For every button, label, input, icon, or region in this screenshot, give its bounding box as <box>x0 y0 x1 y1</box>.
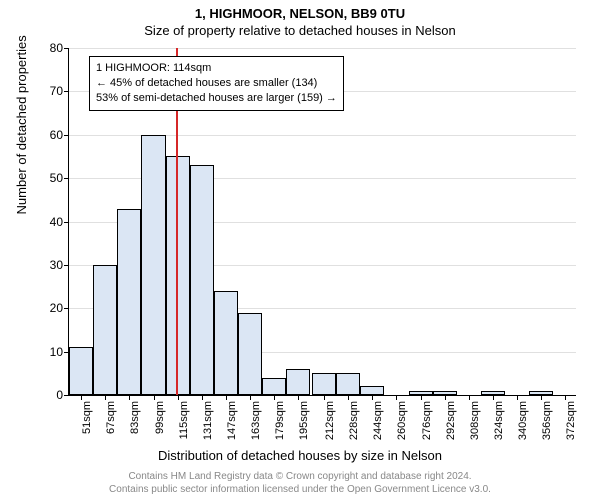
xtick-mark <box>396 395 397 400</box>
page-subtitle: Size of property relative to detached ho… <box>0 23 600 38</box>
xtick-label: 83sqm <box>129 401 141 434</box>
xtick-label: 195sqm <box>298 401 310 440</box>
y-axis-label: Number of detached properties <box>14 35 29 214</box>
ytick-label: 80 <box>50 41 63 55</box>
histogram-bar <box>190 165 214 395</box>
histogram-bar <box>360 386 384 395</box>
ytick-label: 20 <box>50 301 63 315</box>
xtick-label: 244sqm <box>372 401 384 440</box>
xtick-mark <box>81 395 82 400</box>
ytick-label: 0 <box>56 388 63 402</box>
ytick-mark <box>64 48 69 49</box>
xtick-label: 147sqm <box>226 401 238 440</box>
histogram-bar <box>286 369 310 395</box>
xtick-mark <box>541 395 542 400</box>
histogram-bar <box>117 209 141 396</box>
xtick-label: 131sqm <box>202 401 214 440</box>
xtick-mark <box>154 395 155 400</box>
x-axis-label: Distribution of detached houses by size … <box>0 448 600 463</box>
xtick-label: 115sqm <box>178 401 190 439</box>
footer: Contains HM Land Registry data © Crown c… <box>0 471 600 496</box>
xtick-label: 212sqm <box>324 401 336 440</box>
histogram-bar <box>214 291 238 395</box>
xtick-mark <box>348 395 349 400</box>
xtick-mark <box>298 395 299 400</box>
xtick-label: 276sqm <box>421 401 433 440</box>
ytick-mark <box>64 222 69 223</box>
xtick-mark <box>105 395 106 400</box>
ytick-mark <box>64 178 69 179</box>
histogram-bar <box>312 373 336 395</box>
histogram-bar <box>93 265 117 395</box>
xtick-mark <box>250 395 251 400</box>
xtick-mark <box>129 395 130 400</box>
xtick-label: 308sqm <box>469 401 481 440</box>
footer-line: Contains HM Land Registry data © Crown c… <box>0 471 600 484</box>
footer-line: Contains public sector information licen… <box>0 484 600 497</box>
xtick-label: 260sqm <box>396 401 408 440</box>
ytick-mark <box>64 265 69 266</box>
ytick-label: 40 <box>50 215 63 229</box>
xtick-mark <box>469 395 470 400</box>
histogram-bar <box>69 347 93 395</box>
xtick-mark <box>178 395 179 400</box>
ytick-mark <box>64 308 69 309</box>
xtick-label: 179sqm <box>274 401 286 440</box>
histogram-plot: 0102030405060708051sqm67sqm83sqm99sqm115… <box>68 48 576 396</box>
xtick-label: 99sqm <box>154 401 166 434</box>
ytick-mark <box>64 91 69 92</box>
annotation-box: 1 HIGHMOOR: 114sqm ← 45% of detached hou… <box>89 56 344 111</box>
histogram-bar <box>262 378 286 395</box>
xtick-mark <box>517 395 518 400</box>
histogram-bar <box>336 373 360 395</box>
ytick-mark <box>64 395 69 396</box>
xtick-label: 51sqm <box>81 401 93 434</box>
xtick-label: 228sqm <box>348 401 360 440</box>
annotation-line: 53% of semi-detached houses are larger (… <box>96 91 337 106</box>
histogram-bar <box>238 313 262 395</box>
xtick-mark <box>274 395 275 400</box>
gridline <box>69 48 576 49</box>
page-title: 1, HIGHMOOR, NELSON, BB9 0TU <box>0 6 600 21</box>
histogram-bar <box>141 135 165 395</box>
xtick-mark <box>202 395 203 400</box>
xtick-label: 292sqm <box>445 401 457 440</box>
xtick-mark <box>445 395 446 400</box>
xtick-label: 67sqm <box>105 401 117 434</box>
annotation-line: 1 HIGHMOOR: 114sqm <box>96 61 337 76</box>
xtick-label: 324sqm <box>493 401 505 440</box>
ytick-label: 10 <box>50 345 63 359</box>
xtick-mark <box>226 395 227 400</box>
xtick-label: 356sqm <box>541 401 553 440</box>
xtick-mark <box>372 395 373 400</box>
xtick-label: 372sqm <box>565 401 577 440</box>
xtick-mark <box>324 395 325 400</box>
annotation-line: ← 45% of detached houses are smaller (13… <box>96 76 337 91</box>
xtick-mark <box>421 395 422 400</box>
ytick-mark <box>64 135 69 136</box>
ytick-label: 50 <box>50 171 63 185</box>
xtick-label: 163sqm <box>250 401 262 440</box>
ytick-label: 70 <box>50 84 63 98</box>
xtick-mark <box>493 395 494 400</box>
title-block: 1, HIGHMOOR, NELSON, BB9 0TU Size of pro… <box>0 0 600 38</box>
ytick-label: 60 <box>50 128 63 142</box>
xtick-label: 340sqm <box>517 401 529 440</box>
xtick-mark <box>565 395 566 400</box>
ytick-label: 30 <box>50 258 63 272</box>
